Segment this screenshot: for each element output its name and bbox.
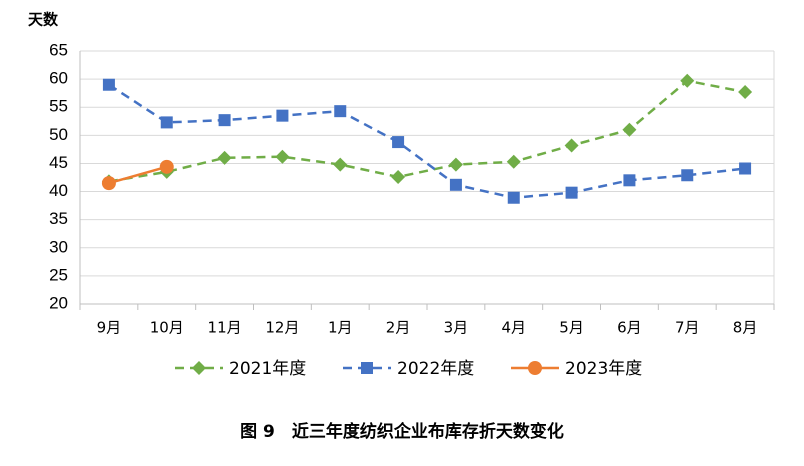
- legend-label: 2023年度: [565, 359, 642, 379]
- series-line: [108, 79, 746, 183]
- x-tick-label: 3月: [444, 319, 469, 337]
- marker: [276, 109, 289, 122]
- x-tick-label: 5月: [559, 319, 584, 337]
- y-tick-label: 30: [49, 237, 68, 256]
- marker: [275, 149, 290, 164]
- y-tick-label: 65: [49, 40, 68, 59]
- marker: [448, 157, 463, 172]
- marker: [160, 116, 173, 129]
- marker: [218, 114, 231, 127]
- y-tick-label: 60: [49, 69, 68, 88]
- x-tick-label: 1月: [328, 319, 353, 337]
- x-tick-label: 8月: [733, 319, 758, 337]
- series-line: [108, 83, 746, 200]
- marker: [217, 150, 232, 165]
- legend-label: 2021年度: [229, 359, 306, 379]
- marker: [392, 136, 405, 149]
- x-tick-label: 6月: [617, 319, 642, 337]
- marker: [681, 169, 694, 182]
- y-tick-label: 40: [49, 181, 68, 200]
- y-tick-label: 50: [49, 125, 68, 144]
- x-tick-label: 10月: [150, 319, 184, 337]
- x-tick-label: 7月: [675, 319, 700, 337]
- x-tick-label: 12月: [265, 319, 299, 337]
- marker: [622, 122, 637, 137]
- marker: [507, 191, 520, 204]
- legend-marker: [192, 361, 206, 375]
- y-axis-label: 天数: [28, 11, 59, 29]
- marker: [680, 73, 695, 88]
- y-tick-label: 45: [49, 153, 68, 172]
- chart-title: 图 9 近三年度纺织企业布库存折天数变化: [240, 421, 564, 442]
- marker: [565, 186, 578, 199]
- marker: [506, 154, 521, 169]
- marker: [101, 176, 116, 191]
- legend-marker: [528, 361, 542, 375]
- marker: [623, 174, 636, 187]
- y-tick-label: 55: [49, 97, 68, 116]
- marker: [102, 78, 115, 91]
- x-tick-label: 4月: [501, 319, 526, 337]
- y-tick-label: 25: [49, 265, 68, 284]
- marker: [159, 159, 174, 174]
- x-tick-label: 9月: [97, 319, 122, 337]
- marker: [334, 105, 347, 118]
- y-tick-label: 20: [49, 293, 68, 312]
- marker: [391, 169, 406, 184]
- series-line: [108, 165, 168, 185]
- marker: [564, 138, 579, 153]
- marker: [333, 157, 348, 172]
- marker: [739, 162, 752, 175]
- marker: [449, 178, 462, 191]
- legend-marker: [361, 362, 373, 374]
- legend-label: 2022年度: [397, 359, 474, 379]
- x-tick-label: 11月: [208, 319, 242, 337]
- marker: [738, 85, 753, 100]
- y-tick-label: 35: [49, 209, 68, 228]
- x-tick-label: 2月: [386, 319, 411, 337]
